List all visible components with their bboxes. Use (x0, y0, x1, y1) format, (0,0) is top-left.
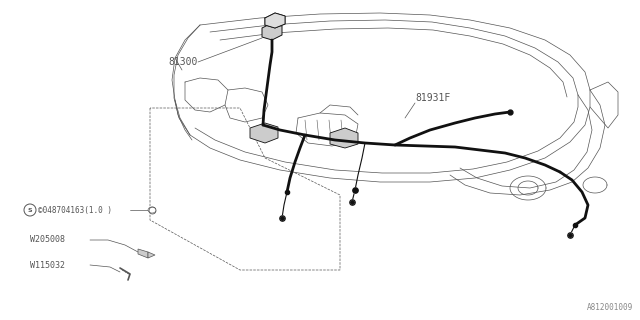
Polygon shape (262, 23, 282, 40)
Polygon shape (330, 128, 358, 148)
Text: A812001009: A812001009 (587, 303, 633, 312)
Text: 81931F: 81931F (415, 93, 451, 103)
Polygon shape (250, 123, 278, 143)
Text: ©048704163(1.0 ): ©048704163(1.0 ) (38, 205, 112, 214)
Polygon shape (138, 249, 148, 258)
Text: W115032: W115032 (30, 260, 65, 269)
Polygon shape (265, 13, 285, 28)
Text: 81300: 81300 (168, 57, 197, 67)
Text: S: S (28, 207, 32, 212)
Polygon shape (148, 252, 155, 258)
Text: W205008: W205008 (30, 236, 65, 244)
